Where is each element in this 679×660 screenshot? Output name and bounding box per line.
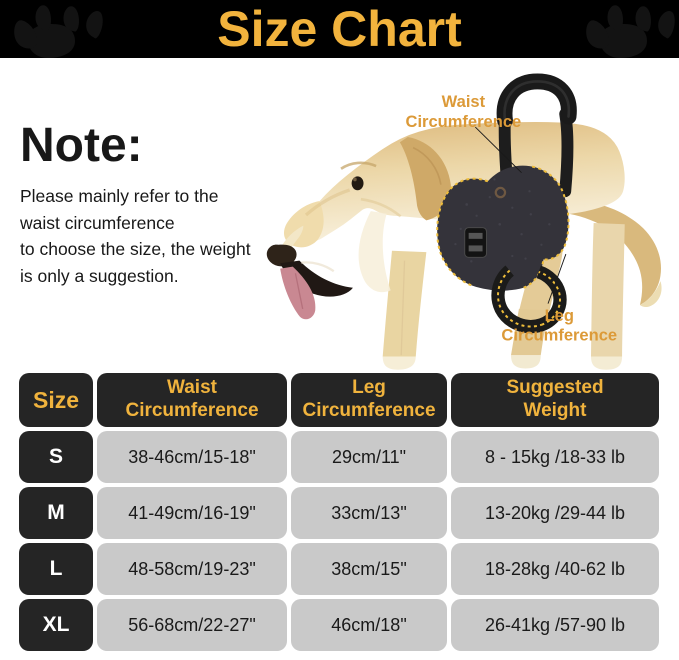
svg-text:Leg: Leg	[545, 306, 574, 325]
svg-text:Circumference: Circumference	[406, 112, 522, 131]
svg-text:Circumference: Circumference	[501, 326, 617, 345]
svg-text:Waist: Waist	[442, 92, 486, 111]
